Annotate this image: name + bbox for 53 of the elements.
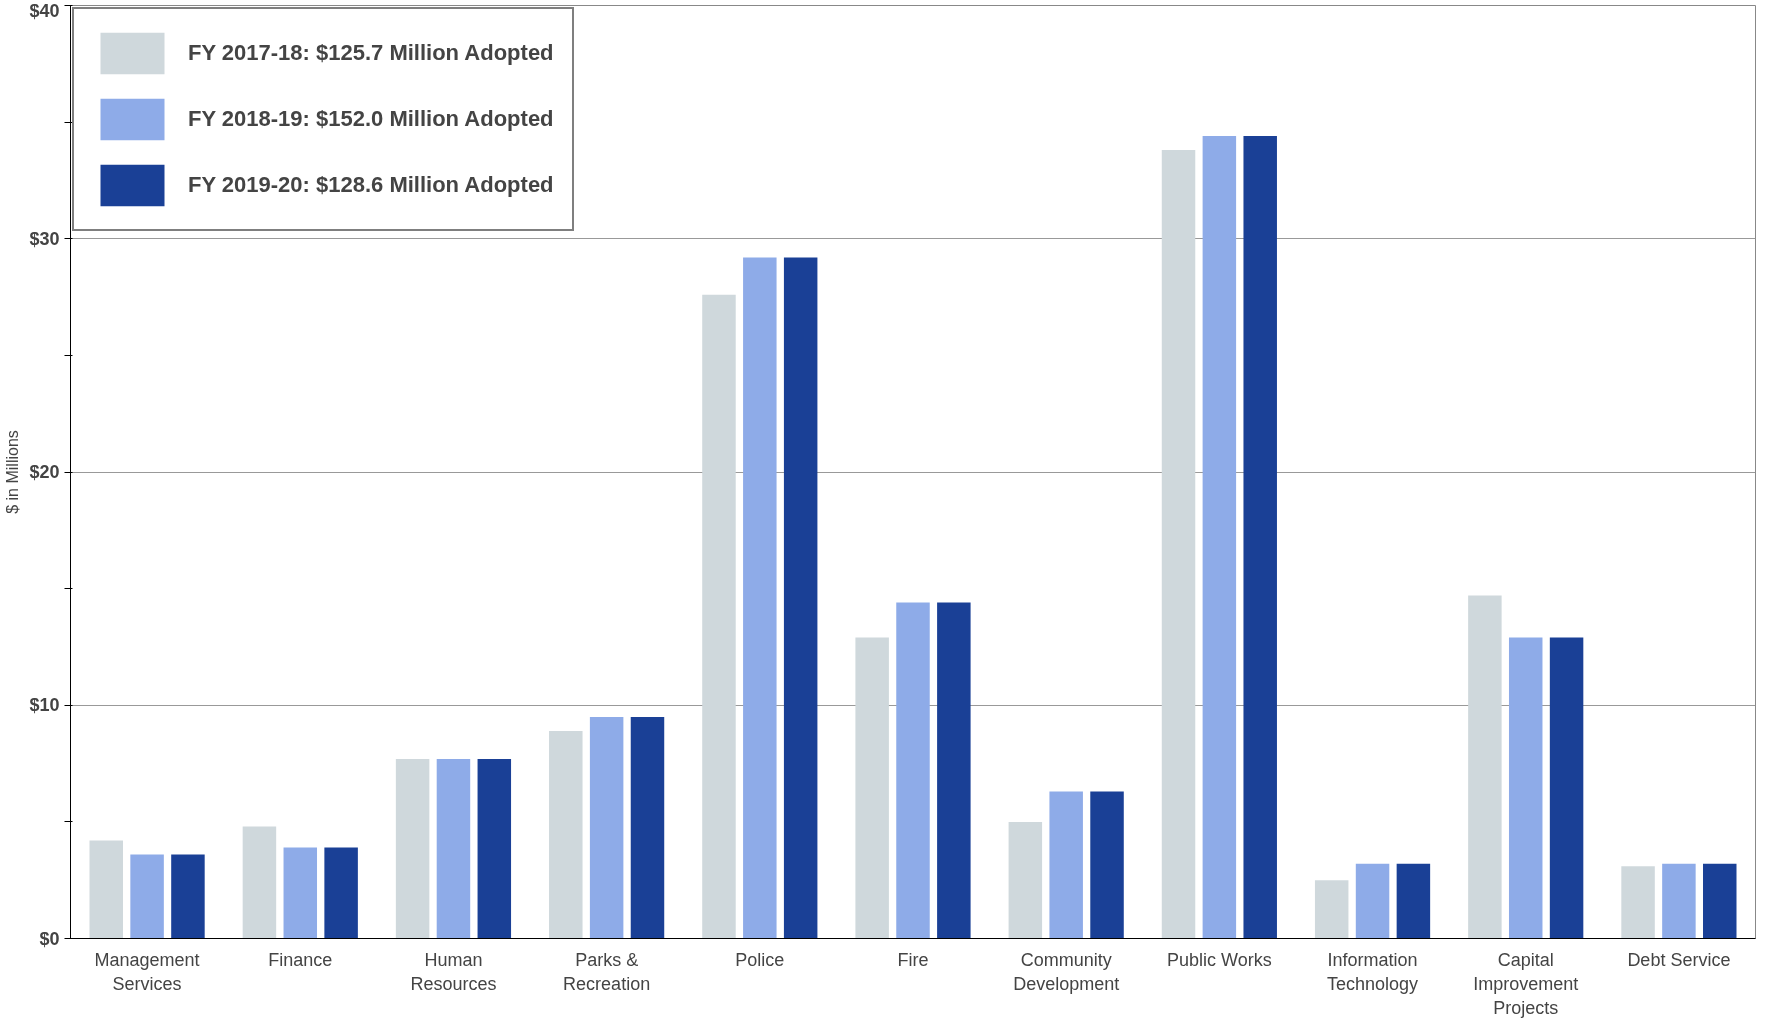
x-tick-label: Fire bbox=[897, 949, 929, 970]
bar bbox=[1396, 863, 1431, 939]
bar bbox=[1508, 637, 1543, 939]
y-tick-label: $40 bbox=[29, 0, 60, 21]
bar bbox=[1662, 863, 1696, 939]
x-tick-label: Management Services bbox=[94, 949, 200, 994]
x-tick-label: Debt Service bbox=[1627, 949, 1731, 970]
x-tick-label: Parks & Recreation bbox=[563, 949, 651, 994]
x-tick-label: Public Works bbox=[1167, 949, 1272, 970]
bar bbox=[1049, 791, 1083, 939]
bar bbox=[1621, 866, 1655, 939]
bar bbox=[1314, 880, 1349, 939]
x-tick-label: Police bbox=[735, 949, 785, 970]
x-tick-label: Finance bbox=[268, 949, 333, 970]
bar bbox=[549, 730, 583, 939]
bar bbox=[896, 602, 930, 939]
bar bbox=[1243, 136, 1277, 939]
bar bbox=[1090, 791, 1124, 939]
bar bbox=[630, 716, 665, 939]
bar bbox=[702, 294, 736, 939]
x-tick-label: Capital Improvement Projects bbox=[1473, 949, 1579, 1018]
bar bbox=[436, 758, 471, 939]
y-tick-label: $0 bbox=[39, 928, 60, 949]
legend-label: FY 2017-18: $125.7 Million Adopted bbox=[188, 39, 554, 67]
bar bbox=[1202, 136, 1237, 939]
y-tick-label: $20 bbox=[29, 462, 60, 482]
x-tick-label: Human Resources bbox=[410, 949, 497, 994]
bar bbox=[283, 847, 318, 939]
bar bbox=[242, 826, 277, 939]
bar bbox=[1703, 863, 1737, 939]
legend-label: FY 2019-20: $128.6 Million Adopted bbox=[188, 171, 554, 199]
bar bbox=[1468, 595, 1502, 939]
x-tick-label: Community Development bbox=[1013, 949, 1120, 994]
bar bbox=[1008, 821, 1043, 939]
bar bbox=[937, 602, 971, 939]
bar bbox=[477, 758, 512, 939]
bar bbox=[855, 637, 889, 939]
bar bbox=[589, 716, 624, 939]
y-tick-label: $30 bbox=[29, 228, 60, 249]
bar bbox=[130, 854, 164, 939]
legend-label: FY 2018-19: $152.0 Million Adopted bbox=[188, 105, 554, 133]
bar bbox=[89, 840, 123, 939]
bar bbox=[743, 257, 777, 939]
bar bbox=[1549, 637, 1584, 939]
y-axis-title: $ in Millions bbox=[4, 430, 22, 514]
bar bbox=[1161, 150, 1196, 939]
x-tick-label: Information Technology bbox=[1327, 949, 1419, 994]
bar bbox=[395, 758, 430, 939]
y-tick-label: $10 bbox=[29, 695, 60, 716]
bar bbox=[171, 854, 205, 939]
bar bbox=[324, 847, 358, 939]
bar bbox=[1355, 863, 1390, 939]
bar bbox=[783, 257, 818, 939]
